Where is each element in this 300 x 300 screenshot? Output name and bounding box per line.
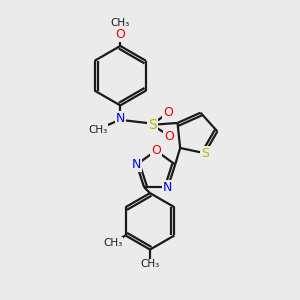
Text: N: N [132, 158, 141, 171]
Text: CH₃: CH₃ [140, 260, 160, 269]
Text: N: N [116, 112, 125, 125]
Text: O: O [164, 130, 174, 142]
Text: CH₃: CH₃ [103, 238, 122, 248]
Text: S: S [148, 118, 157, 132]
Text: CH₃: CH₃ [111, 18, 130, 28]
Text: CH₃: CH₃ [88, 125, 108, 135]
Text: O: O [151, 144, 161, 157]
Text: O: O [115, 28, 125, 41]
Text: O: O [163, 106, 173, 119]
Text: S: S [201, 147, 209, 160]
Text: N: N [163, 181, 172, 194]
